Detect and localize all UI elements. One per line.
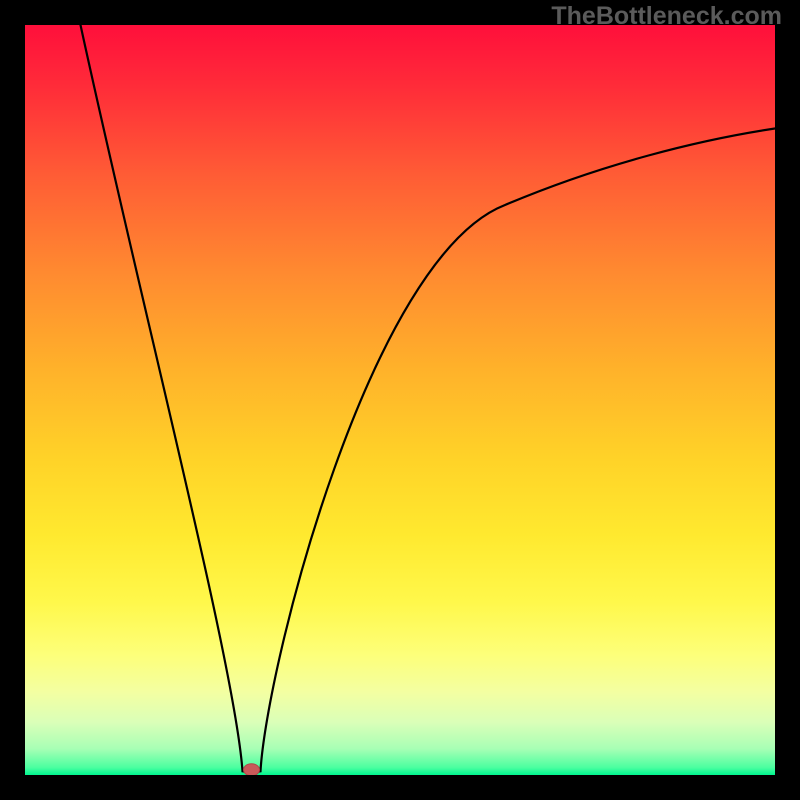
bottleneck-marker: [244, 764, 260, 775]
curve-layer: [25, 25, 775, 775]
plot-area: [25, 25, 775, 775]
bottleneck-curve: [81, 25, 776, 772]
chart-frame: TheBottleneck.com: [0, 0, 800, 800]
watermark-text: TheBottleneck.com: [551, 2, 782, 31]
